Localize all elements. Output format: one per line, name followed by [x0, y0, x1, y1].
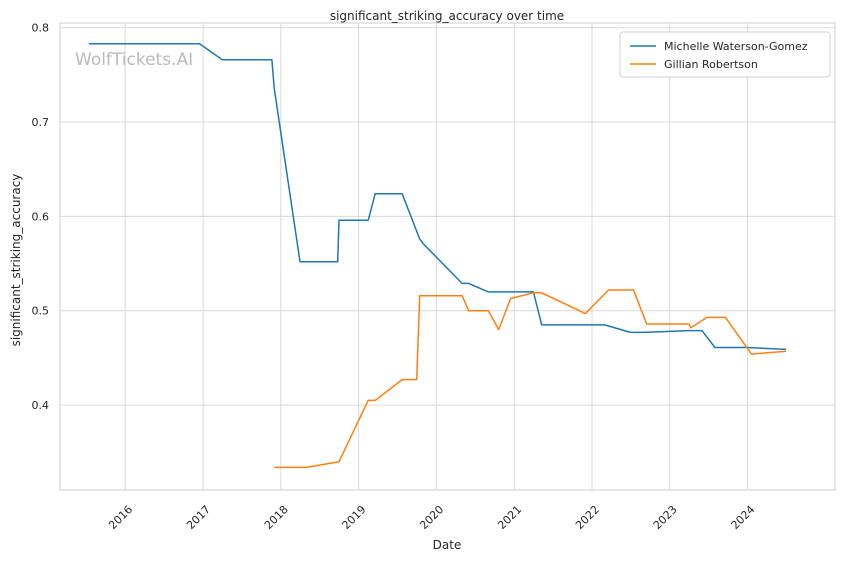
watermark: WolfTickets.AI: [75, 50, 193, 70]
y-tick-label: 0.7: [32, 116, 50, 129]
y-tick-label: 0.6: [32, 210, 50, 223]
series-line-michelle-waterson-gomez: [89, 43, 787, 351]
y-axis-label: significant_striking_accuracy: [9, 174, 23, 347]
plot-area: [59, 22, 836, 491]
x-tick-label: 2024: [728, 503, 757, 532]
legend-label-gillian-robertson: Gillian Robertson: [664, 58, 758, 71]
y-tick-label: 0.4: [32, 399, 50, 412]
x-tick-label: 2019: [340, 503, 369, 532]
x-tick-label: 2016: [106, 503, 135, 532]
legend-label-michelle-waterson-gomez: Michelle Waterson-Gomez: [664, 40, 808, 53]
x-tick-label: 2022: [573, 503, 602, 532]
series-line-gillian-robertson: [274, 289, 787, 469]
x-axis-ticks: 2016 2017 2018 2019 2020 2021 2022 2023 2024: [106, 503, 757, 532]
legend-box: [619, 31, 831, 78]
y-axis-ticks: 0.4 0.5 0.6 0.7 0.8: [32, 22, 50, 412]
x-tick-label: 2017: [184, 503, 213, 532]
y-tick-label: 0.5: [32, 305, 50, 318]
x-tick-label: 2023: [651, 503, 680, 532]
x-tick-label: 2021: [495, 503, 524, 532]
gridlines: [60, 23, 835, 490]
chart-title: significant_striking_accuracy over time: [330, 9, 564, 23]
series-lines: [89, 43, 787, 469]
x-axis-label: Date: [433, 538, 462, 552]
x-tick-label: 2018: [262, 503, 291, 532]
legend: Michelle Waterson-Gomez Gillian Robertso…: [619, 31, 831, 78]
x-tick-label: 2020: [417, 503, 446, 532]
y-tick-label: 0.8: [32, 22, 50, 35]
